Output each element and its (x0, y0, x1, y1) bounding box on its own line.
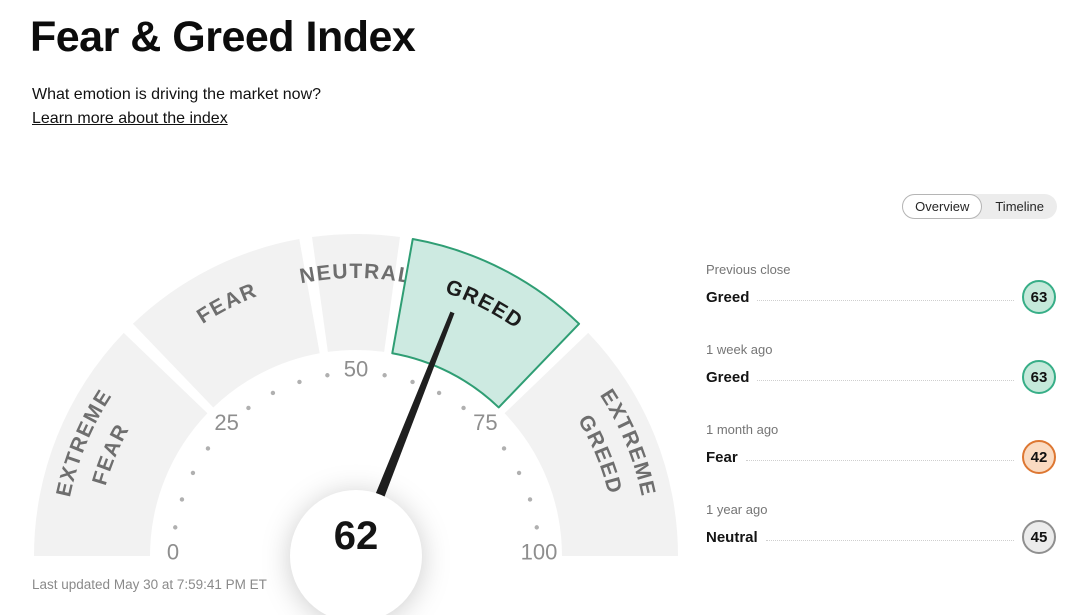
gauge-dot-tick (461, 405, 466, 411)
page-subtitle: What emotion is driving the market now? (32, 86, 322, 103)
gauge-number-tick: 0 (167, 540, 179, 565)
gauge-dot-tick (246, 405, 251, 411)
gauge-number-tick: 50 (344, 357, 368, 382)
history-rating: Fear (706, 448, 738, 466)
page-title: Fear & Greed Index (30, 13, 416, 61)
history-rating: Greed (706, 288, 750, 306)
gauge-dot-tick (516, 470, 522, 476)
gauge-score-value: 62 (334, 514, 379, 558)
gauge-dot-tick (205, 446, 211, 451)
gauge-dot-tick (297, 379, 302, 385)
history-row: 1 week ago Greed 63 (706, 342, 1056, 394)
gauge-dot-tick (410, 379, 415, 385)
gauge-number-tick: 25 (214, 410, 238, 435)
history-score-badge: 63 (1022, 280, 1056, 314)
gauge-dot-tick (534, 525, 539, 530)
dotted-leader (745, 459, 1014, 461)
gauge-number-tick: 75 (473, 410, 497, 435)
dotted-leader (765, 539, 1014, 541)
history-period-label: Previous close (706, 262, 791, 277)
gauge-number-tick: 100 (521, 540, 558, 565)
gauge-dot-tick (382, 373, 387, 378)
gauge-dot-tick (325, 373, 330, 378)
history-score-badge: 45 (1022, 520, 1056, 554)
history-period-label: 1 week ago (706, 342, 773, 357)
dotted-leader (757, 379, 1014, 381)
gauge-center-hub (290, 490, 422, 615)
gauge-dot-tick (270, 390, 276, 396)
view-toggle: Overview Timeline (902, 194, 1057, 219)
gauge-segment-neutral (312, 234, 400, 352)
gauge-dot-tick (173, 525, 178, 530)
gauge-dot-tick (501, 446, 507, 451)
history-rating-line: Fear 42 (706, 440, 1056, 474)
history-score-badge: 63 (1022, 360, 1056, 394)
history-rating-line: Greed 63 (706, 360, 1056, 394)
history-period-label: 1 month ago (706, 422, 779, 437)
history-rating-line: Greed 63 (706, 280, 1056, 314)
gauge-dot-tick (436, 390, 442, 396)
gauge-dot-tick (527, 497, 533, 502)
history-period-label: 1 year ago (706, 502, 768, 517)
tab-timeline[interactable]: Timeline (982, 194, 1057, 219)
last-updated-note: Last updated May 30 at 7:59:41 PM ET (32, 577, 267, 592)
dotted-leader (757, 299, 1014, 301)
gauge-segment-greed (391, 238, 581, 409)
history-score-badge: 42 (1022, 440, 1056, 474)
history-rating: Neutral (706, 528, 758, 546)
history-row: 1 month ago Fear 42 (706, 422, 1056, 474)
gauge-dot-tick (190, 470, 196, 476)
learn-more-link[interactable]: Learn more about the index (32, 110, 228, 127)
gauge-dot-tick (179, 497, 185, 502)
tab-overview[interactable]: Overview (902, 194, 983, 219)
history-rating: Greed (706, 368, 750, 386)
history-rating-line: Neutral 45 (706, 520, 1056, 554)
gauge-segment-extreme-fear (34, 332, 208, 556)
history-row: Previous close Greed 63 (706, 262, 1056, 314)
history-row: 1 year ago Neutral 45 (706, 502, 1056, 554)
fear-greed-gauge: EXTREMEFEARFEARNEUTRALGREEDEXTREMEGREED0… (34, 234, 678, 615)
gauge-segment-extreme-greed (504, 332, 678, 556)
history-panel: Previous close Greed 63 1 week ago Greed… (706, 262, 1056, 582)
gauge-segment-fear (132, 239, 320, 408)
